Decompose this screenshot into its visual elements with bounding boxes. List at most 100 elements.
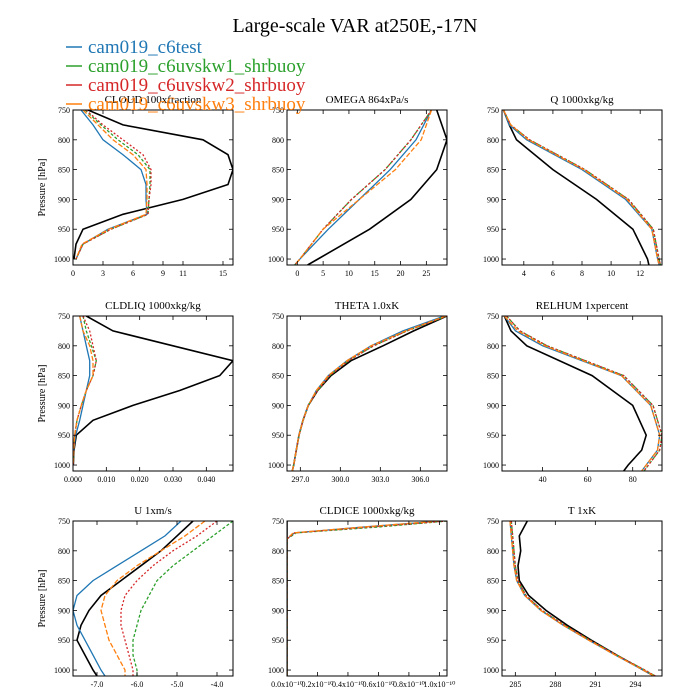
y-tick-label: 800: [487, 136, 499, 145]
y-tick-label: 850: [272, 372, 284, 381]
plot-frame: [72, 109, 234, 266]
plot-frame: [286, 315, 448, 472]
y-tick-label: 800: [58, 342, 70, 351]
y-tick-label: 1000: [483, 666, 499, 675]
x-tick-label: 6: [551, 269, 555, 278]
y-tick-label: 900: [58, 606, 70, 615]
legend: cam019_c6testcam019_c6uvskw1_shrbuoycam0…: [66, 37, 306, 115]
y-tick-label: 900: [58, 401, 70, 410]
series-line: [294, 110, 433, 265]
x-tick-label: 291: [589, 680, 601, 689]
x-tick-label: 0.6x10⁻¹⁰: [363, 680, 395, 689]
y-tick-label: 750: [58, 517, 70, 526]
legend-entry: cam019_c6uvskw2_shrbuoy: [88, 75, 306, 96]
series-line: [294, 110, 433, 265]
y-tick-label: 800: [58, 136, 70, 145]
x-tick-label: 0.2x10⁻¹⁰: [302, 680, 334, 689]
x-tick-label: 306.0: [411, 475, 429, 484]
plot-frame: [501, 315, 663, 472]
y-tick-label: 850: [487, 166, 499, 175]
y-tick-label: 1000: [54, 461, 70, 470]
x-tick-label: -6.0: [131, 680, 144, 689]
series-line: [506, 316, 662, 471]
panel-title: THETA 1.0xK: [335, 300, 400, 312]
x-tick-label: 80: [629, 475, 637, 484]
x-tick-label: -7.0: [91, 680, 104, 689]
panel-9: T 1xK 750 800 850 900 950 1000 285 288 291 294: [483, 505, 663, 689]
series-line: [291, 316, 447, 471]
series-line: [120, 521, 218, 676]
panel-title: CLDLIQ 1000xkg/kg: [105, 300, 201, 312]
y-tick-label: 850: [272, 166, 284, 175]
y-tick-label: 900: [487, 195, 499, 204]
x-tick-label: 9: [161, 269, 165, 278]
y-tick-label: 750: [58, 106, 70, 115]
x-tick-label: 4: [522, 269, 526, 278]
series-line: [287, 521, 447, 676]
x-tick-label: 0: [71, 269, 75, 278]
y-tick-label: 800: [272, 136, 284, 145]
series-line: [76, 521, 194, 676]
panel-title: T 1xK: [568, 505, 596, 517]
panel-title: OMEGA 864xPa/s: [326, 94, 409, 106]
series-line: [509, 521, 655, 676]
x-tick-label: 0.030: [164, 475, 182, 484]
series-line: [73, 316, 233, 466]
x-tick-label: 285: [509, 680, 521, 689]
y-tick-label: 850: [487, 577, 499, 586]
series-line: [75, 110, 152, 260]
series-line: [502, 110, 660, 265]
series-line: [502, 110, 662, 265]
panel-3: Q 1000xkg/kg 750 800 850 900 950 1000 4 6 8 10 12: [483, 94, 663, 278]
y-tick-label: 850: [58, 577, 70, 586]
plot-frame: [72, 315, 234, 472]
y-tick-label: 900: [272, 195, 284, 204]
plot-frame: [72, 520, 234, 677]
x-tick-label: 8: [580, 269, 584, 278]
series-line: [287, 521, 443, 676]
plot-frame: [286, 520, 448, 677]
series-line: [132, 521, 233, 676]
panel-7: U 1xm/s Pressure [hPa] 750 800 850 900 950 1000…: [37, 505, 234, 689]
series-line: [73, 316, 94, 466]
panel-1: CLOUD 100xfraction Pressure [hPa] 750 800 85…: [37, 94, 234, 278]
y-tick-label: 750: [487, 106, 499, 115]
x-tick-label: 40: [539, 475, 547, 484]
y-tick-label: 950: [487, 431, 499, 440]
x-tick-label: 60: [584, 475, 592, 484]
x-tick-label: 12: [636, 269, 644, 278]
x-tick-label: 0.4x10⁻¹⁰: [332, 680, 364, 689]
x-tick-label: 1.0x10⁻¹⁰: [423, 680, 455, 689]
x-tick-label: 10: [345, 269, 353, 278]
y-tick-label: 1000: [268, 255, 284, 264]
y-tick-label: 950: [272, 225, 284, 234]
y-tick-label: 750: [272, 312, 284, 321]
panel-title: CLOUD 100xfraction: [105, 94, 202, 106]
series-line: [502, 110, 662, 265]
series-line: [73, 110, 233, 260]
series-line: [291, 316, 447, 471]
y-tick-label: 950: [58, 431, 70, 440]
series-line: [503, 316, 661, 471]
y-tick-label: 1000: [54, 255, 70, 264]
plot-frame: [501, 109, 663, 266]
y-tick-label: 950: [272, 636, 284, 645]
series-line: [517, 521, 655, 676]
legend-entry: cam019_c6uvskw3_shrbuoy: [88, 94, 306, 115]
y-tick-label: 750: [487, 517, 499, 526]
x-tick-label: 294: [629, 680, 641, 689]
y-tick-label: 850: [487, 372, 499, 381]
series-line: [73, 521, 182, 676]
y-tick-label: 750: [272, 106, 284, 115]
x-tick-label: -5.0: [171, 680, 184, 689]
y-axis-label: Pressure [hPa]: [37, 364, 48, 422]
y-tick-label: 900: [272, 401, 284, 410]
series-line: [503, 316, 648, 471]
y-tick-label: 750: [272, 517, 284, 526]
x-tick-label: 6: [131, 269, 135, 278]
x-tick-label: -4.0: [211, 680, 224, 689]
series-line: [100, 521, 206, 676]
x-tick-label: 20: [397, 269, 405, 278]
y-tick-label: 1000: [483, 255, 499, 264]
